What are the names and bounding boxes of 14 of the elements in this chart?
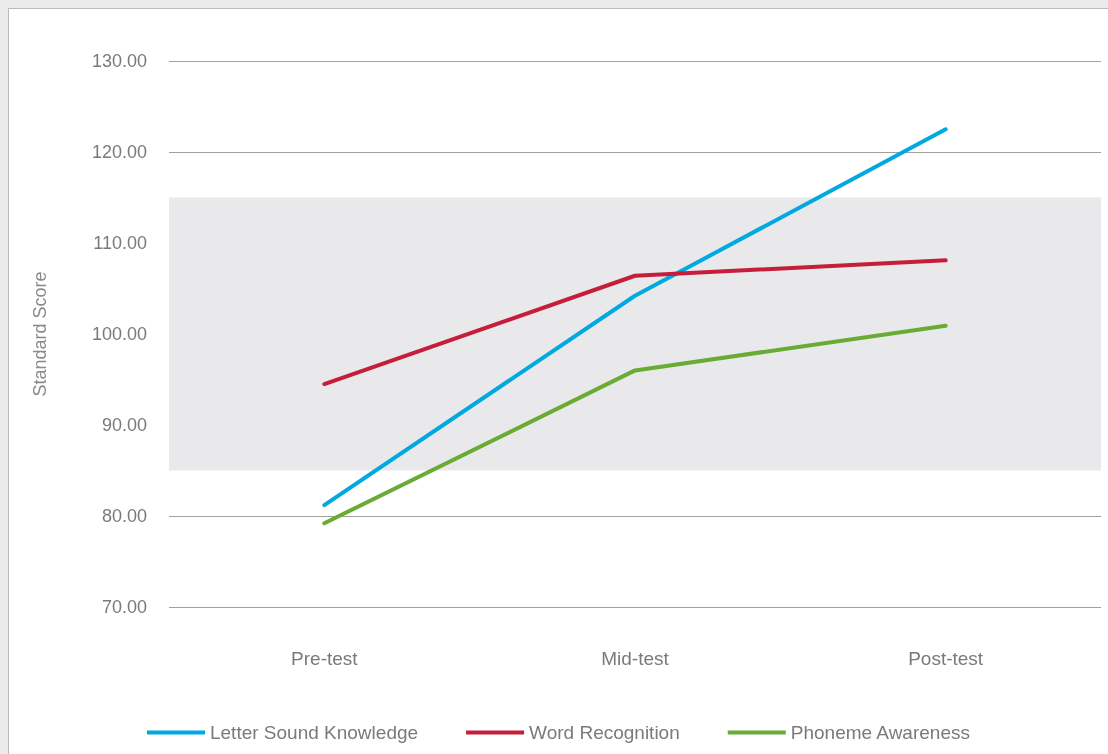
legend-label: Phoneme Awareness [790, 722, 970, 743]
y-tick-label: 100.00 [91, 324, 147, 344]
x-tick-label: Pre-test [291, 648, 359, 669]
y-tick-label: 80.00 [101, 506, 147, 526]
y-tick-label: 130.00 [91, 51, 147, 71]
x-tick-label: Post-test [908, 648, 984, 669]
legend-label: Letter Sound Knowledge [209, 722, 419, 743]
y-tick-label: 120.00 [91, 142, 147, 162]
legend-label: Word Recognition [529, 722, 680, 743]
y-tick-label: 90.00 [101, 415, 147, 435]
y-axis-title: Standard Score [30, 271, 50, 397]
x-tick-label: Mid-test [601, 648, 670, 669]
y-tick-label: 70.00 [101, 597, 147, 617]
y-tick-label: 110.00 [93, 233, 147, 253]
